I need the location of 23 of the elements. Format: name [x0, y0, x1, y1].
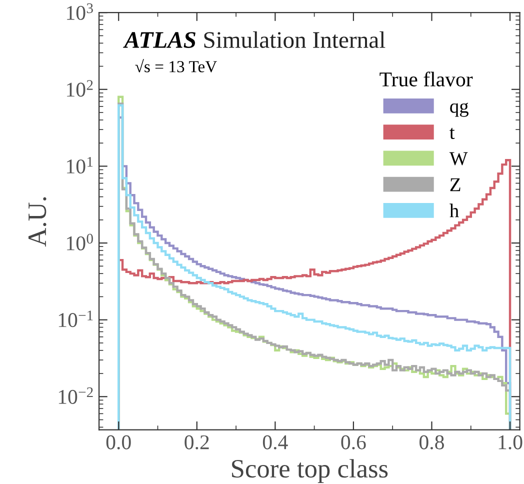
y-tick-label: 10$^{−1}$ — [58, 310, 93, 328]
legend-label: h — [450, 204, 459, 218]
legend-label: t — [450, 128, 455, 140]
x-tick-label: 0.0 — [106, 435, 131, 450]
annotation: Simulation Internal — [204, 31, 386, 48]
y-tick-label: 10$^{2}$ — [67, 80, 93, 97]
legend-label: qg — [450, 102, 468, 117]
y-tick-label: 10$^{−2}$ — [58, 387, 93, 404]
legend-title: True flavor — [380, 72, 473, 86]
y-tick-label: 10$^{1}$ — [67, 156, 93, 174]
y-tick-label: 10$^{3}$ — [67, 3, 93, 20]
annotation: √s = 13 TeV — [135, 58, 217, 72]
y-axis-title: A.U. — [28, 197, 46, 247]
legend-label: Z — [450, 178, 460, 192]
x-tick-label: 0.6 — [341, 435, 366, 450]
x-tick-label: 0.8 — [420, 435, 444, 450]
x-tick-label: 0.2 — [184, 435, 209, 450]
y-tick-label: 10$^{0}$ — [67, 234, 93, 250]
x-tick-label: 1.0 — [498, 435, 522, 450]
annotation: ATLAS — [123, 32, 196, 48]
x-axis-title: Score top class — [232, 459, 388, 484]
x-tick-label: 0.4 — [262, 435, 288, 450]
legend-label: W — [449, 152, 468, 166]
